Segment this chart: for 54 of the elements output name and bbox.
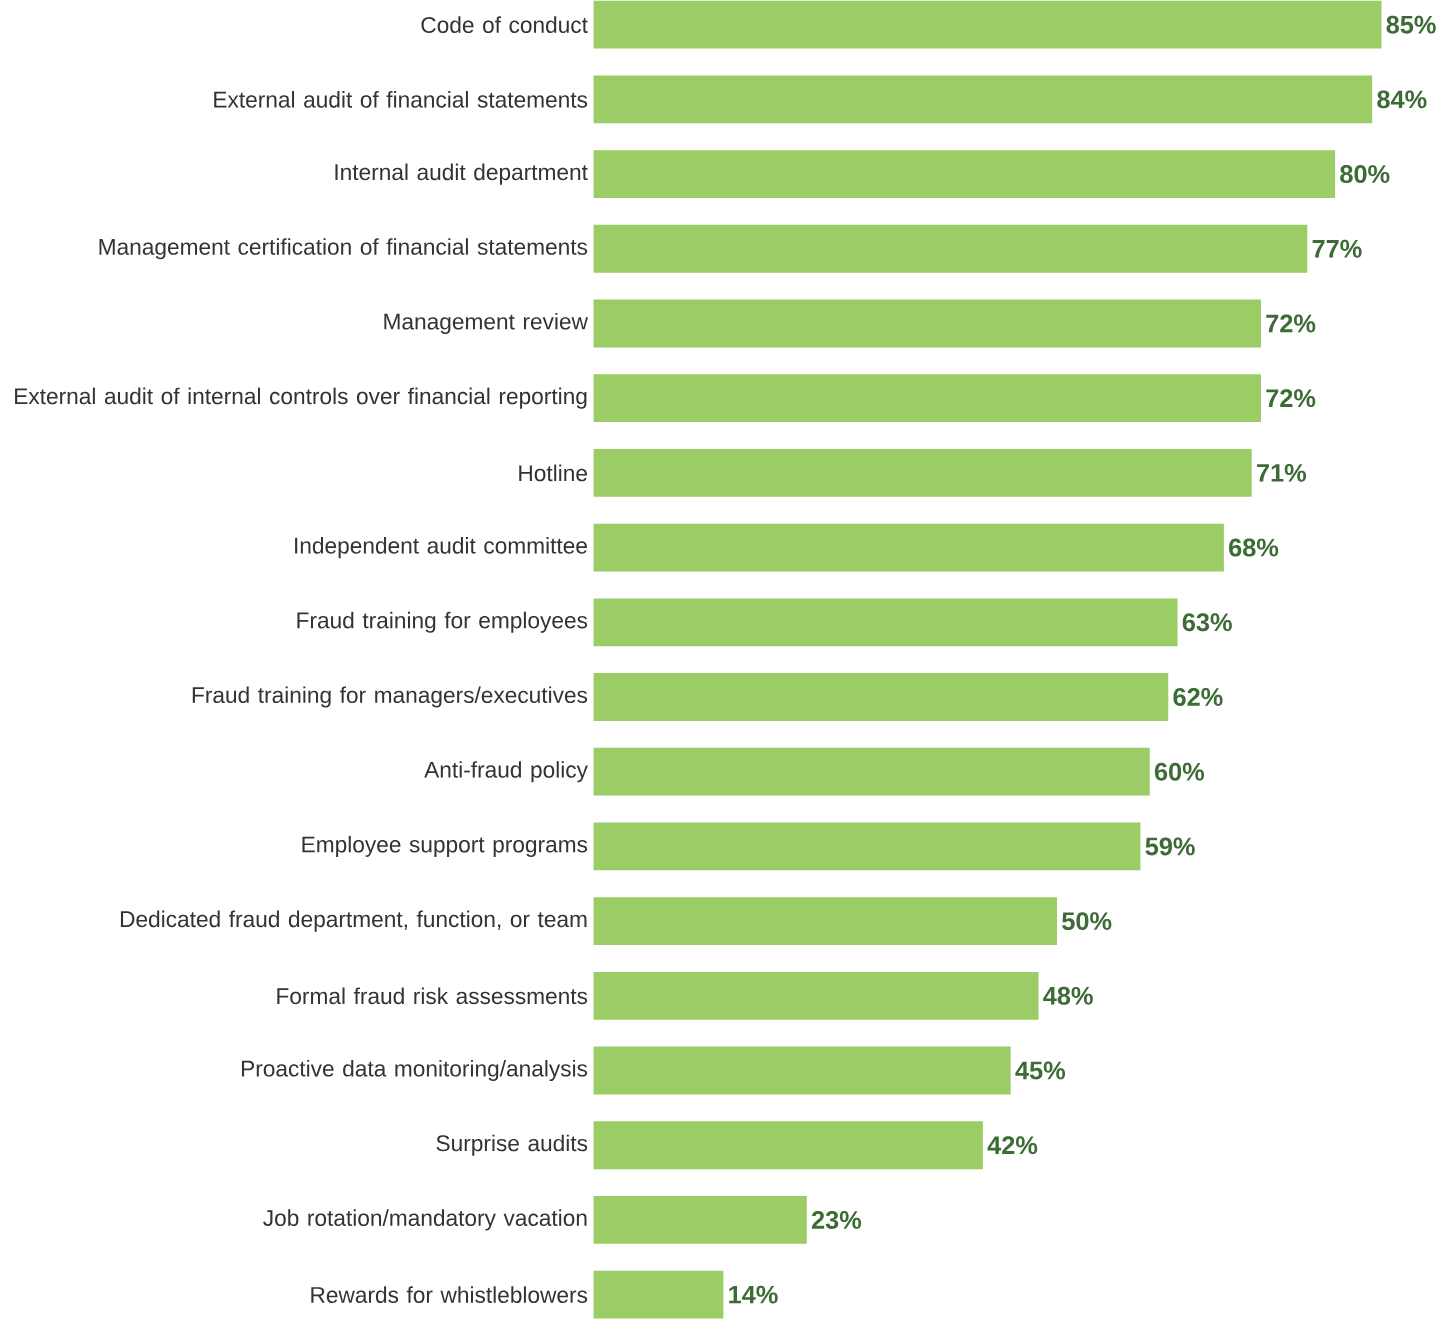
data-label: 63%	[1182, 613, 1232, 632]
y-tick-label: Formal fraud risk assessments	[277, 987, 588, 1005]
bar	[593, 75, 1373, 124]
data-label: 77%	[1312, 239, 1362, 258]
y-tick-label: Proactive data monitoring/analysis	[241, 1059, 588, 1081]
data-label: 50%	[1062, 912, 1112, 930]
y-tick-label: External audit of internal controls over financial reporting	[15, 387, 587, 409]
data-label: 42%	[987, 1136, 1038, 1155]
bar	[593, 822, 1141, 871]
bar	[593, 897, 1058, 945]
bar	[593, 299, 1261, 348]
bar	[593, 1121, 983, 1169]
data-label: 59%	[1145, 837, 1195, 856]
bar	[593, 598, 1178, 647]
data-label: 68%	[1229, 538, 1279, 557]
data-label: 71%	[1257, 463, 1306, 482]
y-tick-label: Independent audit committee	[295, 536, 587, 559]
y-tick-label: Internal audit department	[335, 163, 588, 185]
y-tick-label: External audit of financial statements	[214, 90, 588, 108]
y-tick-label: Hotline	[519, 464, 587, 482]
y-tick-label: Anti-fraud policy	[424, 761, 588, 783]
bar	[593, 1270, 724, 1319]
y-tick-label: Dedicated fraud department, function, or team	[120, 910, 587, 932]
data-label: 84%	[1377, 90, 1427, 109]
y-tick-label: Management review	[384, 312, 588, 334]
bar	[593, 150, 1336, 198]
y-tick-label: Management certification of financial statements	[99, 238, 588, 260]
y-tick-label: Employee support programs	[302, 835, 588, 857]
y-tick-label: Fraud training for employees	[297, 611, 588, 633]
data-label: 60%	[1154, 762, 1205, 781]
bar	[593, 224, 1308, 273]
data-label: 45%	[1015, 1061, 1066, 1080]
data-label: 14%	[729, 1285, 778, 1304]
data-label: 23%	[811, 1210, 862, 1229]
bar	[593, 747, 1150, 796]
data-label: 62%	[1173, 687, 1223, 706]
data-label: 72%	[1266, 314, 1316, 333]
y-tick-label: Fraud training for managers/executives	[192, 686, 588, 708]
y-tick-label: Code of conduct	[421, 16, 588, 33]
bar	[593, 672, 1169, 721]
bar	[593, 448, 1252, 497]
bar	[593, 374, 1261, 422]
bar	[593, 523, 1224, 572]
data-label: 48%	[1043, 986, 1093, 1005]
bar	[593, 1046, 1011, 1095]
y-tick-label: Rewards for whistleblowers	[311, 1286, 588, 1303]
data-label: 72%	[1266, 389, 1316, 407]
y-tick-label: Surprise audits	[436, 1134, 588, 1156]
data-label: 85%	[1386, 15, 1436, 34]
bar	[593, 1195, 807, 1244]
y-tick-label: Job rotation/mandatory vacation	[263, 1209, 587, 1231]
data-label: 80%	[1340, 164, 1390, 183]
bar	[593, 0, 1382, 49]
bar	[593, 971, 1039, 1020]
